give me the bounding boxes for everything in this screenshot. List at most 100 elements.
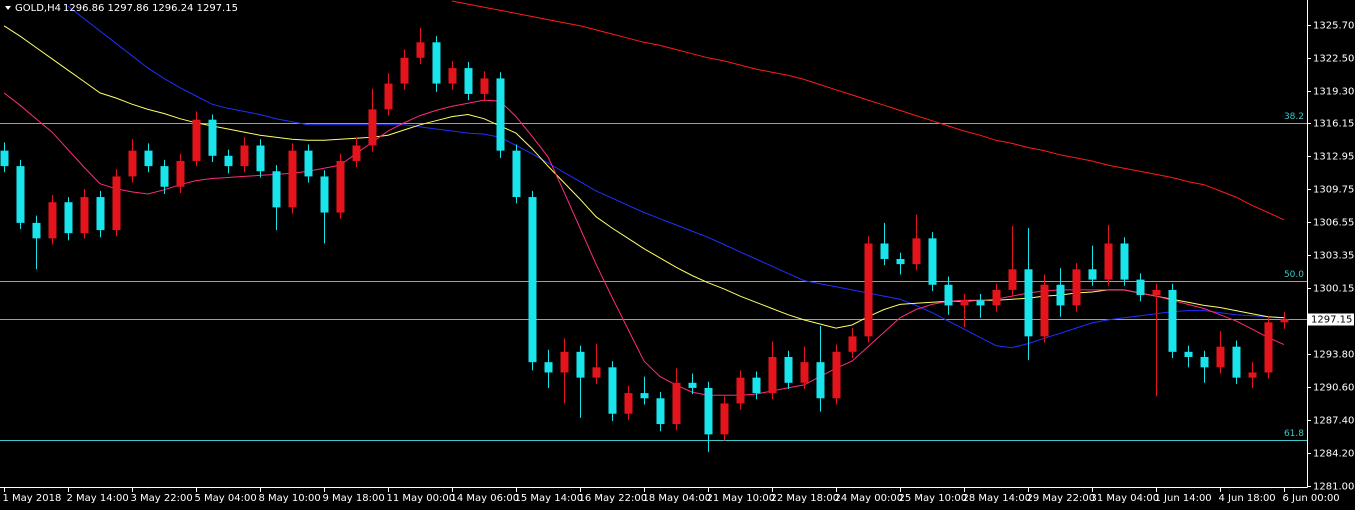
ohlc-text: 1296.86 1297.86 1296.24 1297.15 xyxy=(63,3,238,14)
candle-body xyxy=(48,202,57,239)
x-tick-label: 6 Jun 00:00 xyxy=(1283,493,1340,504)
candle-body xyxy=(672,382,681,425)
candle-body xyxy=(96,197,105,231)
y-tick-label: 1303.35 xyxy=(1313,251,1354,262)
candle-body xyxy=(464,68,473,94)
candle-body xyxy=(880,243,889,259)
level-label: 38.2 xyxy=(1284,112,1304,122)
candle-body xyxy=(768,356,777,394)
plot-area: 38.2 50.0 61.8 xyxy=(0,0,1307,452)
y-tick-label: 1281.00 xyxy=(1313,482,1354,493)
y-tick-label: 1309.75 xyxy=(1313,185,1354,196)
y-tick-label: 1293.80 xyxy=(1313,350,1354,361)
candle-body xyxy=(80,197,89,234)
y-tick-label: 1312.95 xyxy=(1313,152,1354,163)
candle-body xyxy=(864,243,873,337)
x-tick-label: 22 May 18:00 xyxy=(771,493,840,504)
candle-body xyxy=(32,222,41,239)
candle-body xyxy=(1072,269,1081,306)
y-tick-label: 1316.15 xyxy=(1313,119,1354,130)
candle-body xyxy=(896,258,905,265)
candle-body xyxy=(832,351,841,399)
candle-body xyxy=(528,197,537,363)
x-tick-label: 14 May 06:00 xyxy=(451,493,520,504)
x-tick-label: 21 May 10:00 xyxy=(707,493,776,504)
candle-body xyxy=(544,362,553,373)
candle-body xyxy=(256,145,265,172)
symbol-menu-arrow[interactable] xyxy=(5,6,11,10)
x-tick-label: 15 May 14:00 xyxy=(515,493,584,504)
y-tick-label: 1322.50 xyxy=(1313,54,1354,65)
moving-average xyxy=(451,0,1285,221)
candle-body xyxy=(208,119,217,156)
y-tick-label: 1284.20 xyxy=(1313,449,1354,460)
candle-body xyxy=(128,150,137,177)
y-tick-label: 1290.60 xyxy=(1313,383,1354,394)
candle-body xyxy=(1200,356,1209,368)
x-tick-label: 9 May 18:00 xyxy=(323,493,385,504)
candle-body xyxy=(192,119,201,161)
candle-body xyxy=(240,145,249,167)
candle-body xyxy=(800,362,809,383)
candle-body xyxy=(816,362,825,399)
x-tick-label: 28 May 14:00 xyxy=(963,493,1032,504)
candle-body xyxy=(288,150,297,208)
candle-body xyxy=(1120,243,1129,280)
axes: 1325.70 1322.50 1319.30 1316.15 1312.95 1309.… xyxy=(3,21,1355,505)
candle-body xyxy=(512,150,521,198)
candle-body xyxy=(720,403,729,435)
candle-body xyxy=(1136,279,1145,296)
candle-body xyxy=(480,78,489,94)
y-tick-label: 1319.30 xyxy=(1313,87,1354,98)
candle-body xyxy=(944,284,953,306)
symbol: GOLD,H4 xyxy=(15,3,61,14)
candle-body xyxy=(1264,322,1273,373)
candle-body xyxy=(176,160,185,187)
candle-body xyxy=(0,150,9,167)
y-tick-label: 1325.70 xyxy=(1313,21,1354,32)
candle-body xyxy=(704,387,713,435)
x-tick-label: 24 May 00:00 xyxy=(835,493,904,504)
moving-average xyxy=(3,25,1285,329)
candle-body xyxy=(416,42,425,58)
candle-body xyxy=(624,393,633,414)
moving-average xyxy=(3,92,1285,396)
candle-body xyxy=(352,145,361,161)
y-tick-label: 1300.15 xyxy=(1313,284,1354,295)
candle-body xyxy=(784,356,793,383)
candle-body xyxy=(752,377,761,394)
candle-body xyxy=(1280,319,1289,323)
y-tick-label: 1287.40 xyxy=(1313,416,1354,427)
candle-body xyxy=(224,155,233,167)
candle-body xyxy=(560,351,569,373)
y-tick-label: 1306.55 xyxy=(1313,218,1354,229)
candle-body xyxy=(1216,346,1225,368)
candle-body xyxy=(368,109,377,146)
candle-body xyxy=(448,68,457,84)
candle-body xyxy=(1248,372,1257,378)
x-tick-label: 29 May 22:00 xyxy=(1027,493,1096,504)
x-tick-label: 31 May 04:00 xyxy=(1091,493,1160,504)
x-tick-label: 1 Jun 14:00 xyxy=(1155,493,1212,504)
candle-body xyxy=(1184,351,1193,357)
x-tick-label: 16 May 22:00 xyxy=(579,493,648,504)
x-tick-label: 3 May 22:00 xyxy=(131,493,193,504)
candle-body xyxy=(112,176,121,231)
candle-body xyxy=(16,166,25,223)
candle-body xyxy=(384,83,393,110)
x-tick-label: 2 May 14:00 xyxy=(67,493,129,504)
candle-body xyxy=(304,150,313,177)
candle-body xyxy=(688,382,697,388)
current-price-label: 1297.15 xyxy=(1311,315,1352,326)
x-tick-label: 8 May 10:00 xyxy=(259,493,321,504)
candle-body xyxy=(1088,269,1097,280)
candle-body xyxy=(928,238,937,285)
candle-body xyxy=(608,367,617,414)
candle-body xyxy=(576,351,585,378)
candle-body xyxy=(960,300,969,306)
x-tick-label: 18 May 04:00 xyxy=(643,493,712,504)
candle-body xyxy=(976,300,985,306)
candle-body xyxy=(1008,269,1017,290)
candle-body xyxy=(336,160,345,213)
